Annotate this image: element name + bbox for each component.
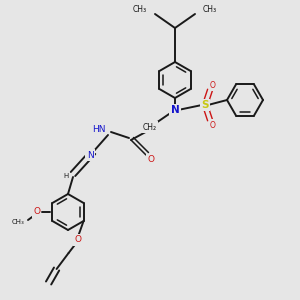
Text: N: N: [87, 151, 93, 160]
Text: H: H: [64, 173, 69, 179]
Text: N: N: [171, 105, 179, 115]
Text: O: O: [33, 208, 40, 217]
Text: CH₃: CH₃: [11, 219, 24, 225]
Text: S: S: [201, 100, 209, 110]
Text: O: O: [74, 236, 81, 244]
Text: HN: HN: [92, 124, 106, 134]
Text: O: O: [148, 155, 154, 164]
Text: O: O: [210, 121, 216, 130]
Text: CH₃: CH₃: [133, 5, 147, 14]
Text: CH₂: CH₂: [143, 122, 157, 131]
Text: CH₃: CH₃: [203, 5, 217, 14]
Text: O: O: [210, 80, 216, 89]
